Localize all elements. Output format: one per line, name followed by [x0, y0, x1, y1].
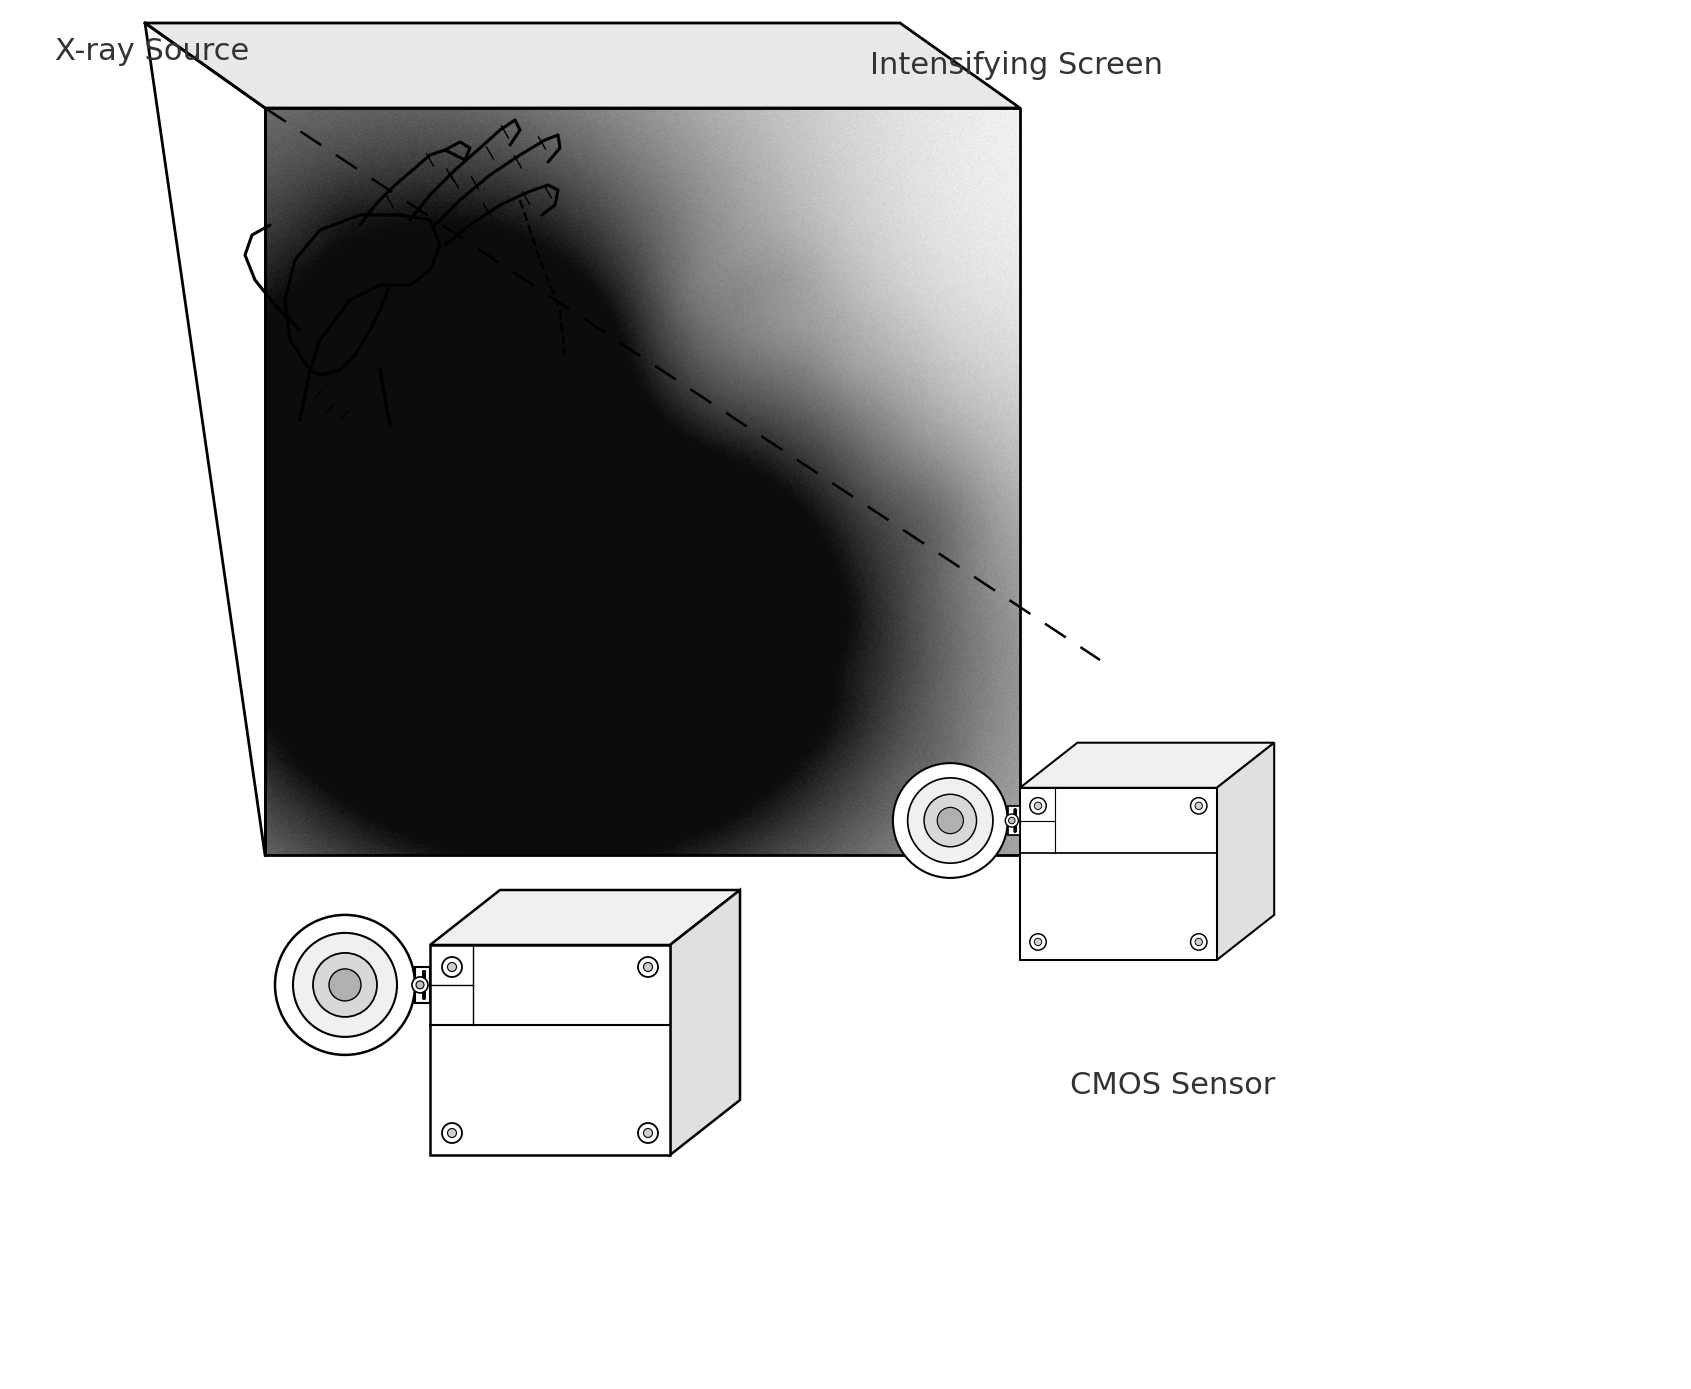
Circle shape [1035, 939, 1042, 946]
Circle shape [923, 795, 976, 847]
Circle shape [1190, 933, 1207, 950]
Circle shape [893, 763, 1008, 878]
Circle shape [1190, 797, 1207, 814]
Circle shape [638, 957, 658, 976]
Circle shape [1196, 803, 1202, 810]
Polygon shape [1218, 743, 1275, 960]
Circle shape [638, 1122, 658, 1143]
Circle shape [441, 957, 462, 976]
Circle shape [1008, 817, 1015, 824]
Polygon shape [145, 24, 1020, 108]
Polygon shape [1008, 806, 1020, 835]
Circle shape [937, 807, 964, 833]
Circle shape [1004, 814, 1018, 826]
Circle shape [644, 963, 653, 971]
Polygon shape [670, 890, 741, 1156]
Text: X-ray Source: X-ray Source [56, 38, 249, 67]
Circle shape [1030, 933, 1047, 950]
Circle shape [441, 1122, 462, 1143]
Circle shape [448, 1128, 457, 1138]
Circle shape [413, 976, 428, 993]
Polygon shape [1020, 788, 1218, 960]
Circle shape [416, 981, 424, 989]
Text: Intensifying Screen: Intensifying Screen [869, 50, 1163, 79]
Circle shape [276, 915, 414, 1054]
Circle shape [1196, 939, 1202, 946]
Polygon shape [430, 945, 670, 1156]
Polygon shape [414, 967, 430, 1003]
Circle shape [1030, 797, 1047, 814]
Circle shape [330, 970, 360, 1001]
Circle shape [448, 963, 457, 971]
Circle shape [644, 1128, 653, 1138]
Polygon shape [430, 890, 741, 945]
Circle shape [293, 933, 397, 1038]
Polygon shape [1020, 743, 1275, 788]
Circle shape [908, 778, 993, 863]
Text: CMOS Sensor: CMOS Sensor [1070, 1071, 1275, 1100]
Circle shape [313, 953, 377, 1017]
Circle shape [1035, 803, 1042, 810]
